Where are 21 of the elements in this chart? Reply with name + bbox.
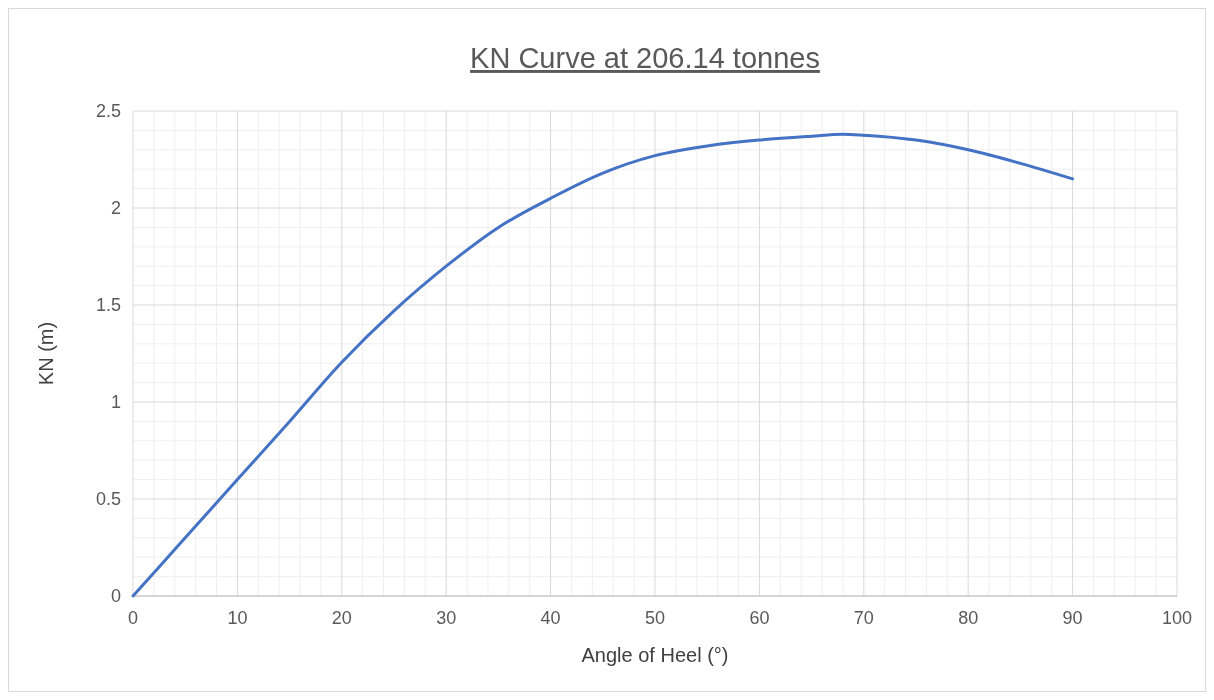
x-tick-label: 30 bbox=[436, 608, 457, 628]
x-tick-label: 80 bbox=[958, 608, 979, 628]
x-tick-label: 100 bbox=[1161, 608, 1193, 628]
y-tick-label: 1.5 bbox=[95, 295, 121, 315]
y-tick-label: 2.5 bbox=[95, 101, 121, 121]
x-tick-label: 60 bbox=[749, 608, 770, 628]
x-tick-label: 40 bbox=[540, 608, 561, 628]
x-tick-label: 10 bbox=[227, 608, 248, 628]
x-tick-label: 50 bbox=[644, 608, 666, 628]
x-tick-label: 70 bbox=[853, 608, 874, 628]
y-tick-label: 0.5 bbox=[95, 489, 121, 509]
chart-title: KN Curve at 206.14 tonnes bbox=[470, 42, 820, 74]
x-tick-label: 20 bbox=[331, 608, 352, 628]
x-tick-label: 90 bbox=[1062, 608, 1083, 628]
y-tick-label: 0 bbox=[110, 586, 121, 606]
x-tick-label: 0 bbox=[127, 608, 139, 628]
x-axis-title: Angle of Heel (°) bbox=[581, 644, 729, 666]
y-tick-label: 1 bbox=[110, 392, 121, 412]
y-axis-title: KN (m) bbox=[35, 321, 57, 386]
y-tick-label: 2 bbox=[110, 198, 121, 218]
line-series bbox=[131, 132, 1075, 598]
